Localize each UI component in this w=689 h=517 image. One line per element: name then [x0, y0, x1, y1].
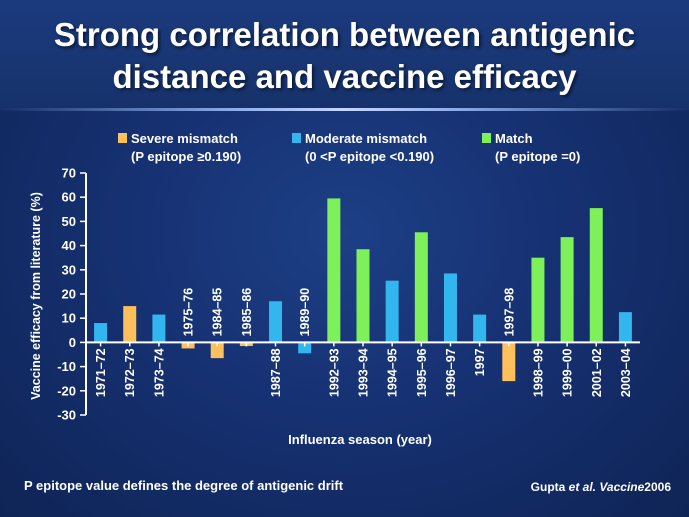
citation-journal: Vaccine: [599, 480, 645, 494]
citation-etal: et al.: [568, 480, 597, 494]
x-tick-label: 1993–94: [357, 348, 371, 397]
x-axis-label: Influenza season (year): [288, 432, 432, 447]
bar-1994–95: [385, 280, 399, 343]
y-tick-label: 20: [62, 287, 76, 302]
legend-label-moderate: Moderate mismatch: [305, 131, 427, 146]
bar-1987–88: [269, 301, 283, 343]
x-tick-label: 1997–98: [502, 288, 516, 337]
citation: Gupta et al. Vaccine2006: [531, 480, 671, 494]
legend-swatch-severe: [118, 133, 127, 143]
bar-1995–96: [414, 232, 428, 343]
bar-1997–98: [502, 342, 516, 382]
legend-sublabel-match: (P epitope =0): [495, 149, 580, 164]
title-band: [0, 0, 689, 110]
x-tick-label: 1987–88: [269, 348, 283, 397]
y-tick-label: 70: [62, 166, 76, 181]
bar-1971–72: [94, 323, 108, 343]
x-tick-label: 1997: [473, 348, 487, 376]
y-tick-label: -20: [57, 383, 76, 398]
bar-2003–04: [618, 312, 632, 343]
slide-title-line-1: Strong correlation between antigenic: [53, 16, 636, 53]
legend-label-match: Match: [495, 131, 533, 146]
x-tick-label: 1973–74: [152, 348, 166, 397]
y-tick-label: 60: [62, 190, 76, 205]
x-tick-label: 2003–04: [619, 348, 633, 397]
x-tick-label: 1971–72: [94, 348, 108, 397]
y-tick-label: -10: [57, 359, 76, 374]
citation-year: 2006: [644, 480, 671, 494]
bar-1996–97: [443, 273, 457, 343]
x-axis: 1971–72 1972–73 1973–74 1975–76 1984–85 1985–…: [86, 288, 640, 397]
x-tick-label: 1985–86: [240, 288, 254, 337]
legend-swatch-moderate: [292, 133, 301, 143]
x-tick-label: 1972–73: [123, 348, 137, 397]
y-axis-label: Vaccine efficacy from literature (%): [29, 192, 43, 400]
x-tick-label: 1999–00: [561, 348, 575, 397]
y-tick-label: 40: [62, 238, 76, 253]
citation-author: Gupta: [530, 480, 566, 494]
legend-sublabel-severe: (P epitope ≥0.190): [131, 149, 241, 164]
y-tick-label: 10: [62, 311, 76, 326]
x-tick-label: 2001–02: [590, 348, 604, 397]
chart-legend: Severe mismatch (P epitope ≥0.190) Moderat…: [118, 131, 580, 164]
bar-2001–02: [589, 208, 603, 343]
bar-1993–94: [356, 249, 370, 343]
x-tick-label: 1984–85: [211, 288, 225, 337]
legend-sublabel-moderate: (0 <P epitope <0.190): [305, 149, 434, 164]
x-tick-label: 1996–97: [444, 348, 458, 397]
x-tick-label: 1998–99: [531, 348, 545, 397]
y-tick-label: 30: [62, 262, 76, 277]
bar-1973–74: [152, 314, 166, 343]
legend-swatch-match: [482, 133, 491, 143]
title-divider: [0, 108, 689, 111]
x-tick-label: 1995–96: [415, 348, 429, 397]
legend-label-severe: Severe mismatch: [131, 131, 238, 146]
bar-1992–93: [327, 198, 341, 343]
slide-title-line-2: distance and vaccine efficacy: [112, 58, 577, 95]
y-tick-label: 50: [62, 214, 76, 229]
bar-1984–85: [210, 342, 224, 359]
bar-series: [94, 198, 632, 382]
bar-1972–73: [123, 306, 137, 343]
x-tick-label: 1989–90: [298, 288, 312, 337]
y-tick-label: -30: [57, 408, 76, 423]
bar-1997: [473, 314, 487, 343]
y-tick-label: 0: [69, 335, 76, 350]
bar-1998–99: [531, 257, 545, 343]
footnote: P epitope value defines the degree of an…: [24, 478, 344, 493]
bar-1989–90: [298, 342, 312, 354]
y-axis: -30 -20 -10 0 10 20 30 40 50 60 70: [57, 166, 87, 423]
x-tick-label: 1992–93: [327, 348, 341, 397]
bar-1999–00: [560, 237, 574, 343]
x-tick-label: 1994–95: [386, 348, 400, 397]
x-tick-label: 1975–76: [182, 288, 196, 337]
slide-title: Strong correlation between antigenic dis…: [0, 14, 689, 98]
